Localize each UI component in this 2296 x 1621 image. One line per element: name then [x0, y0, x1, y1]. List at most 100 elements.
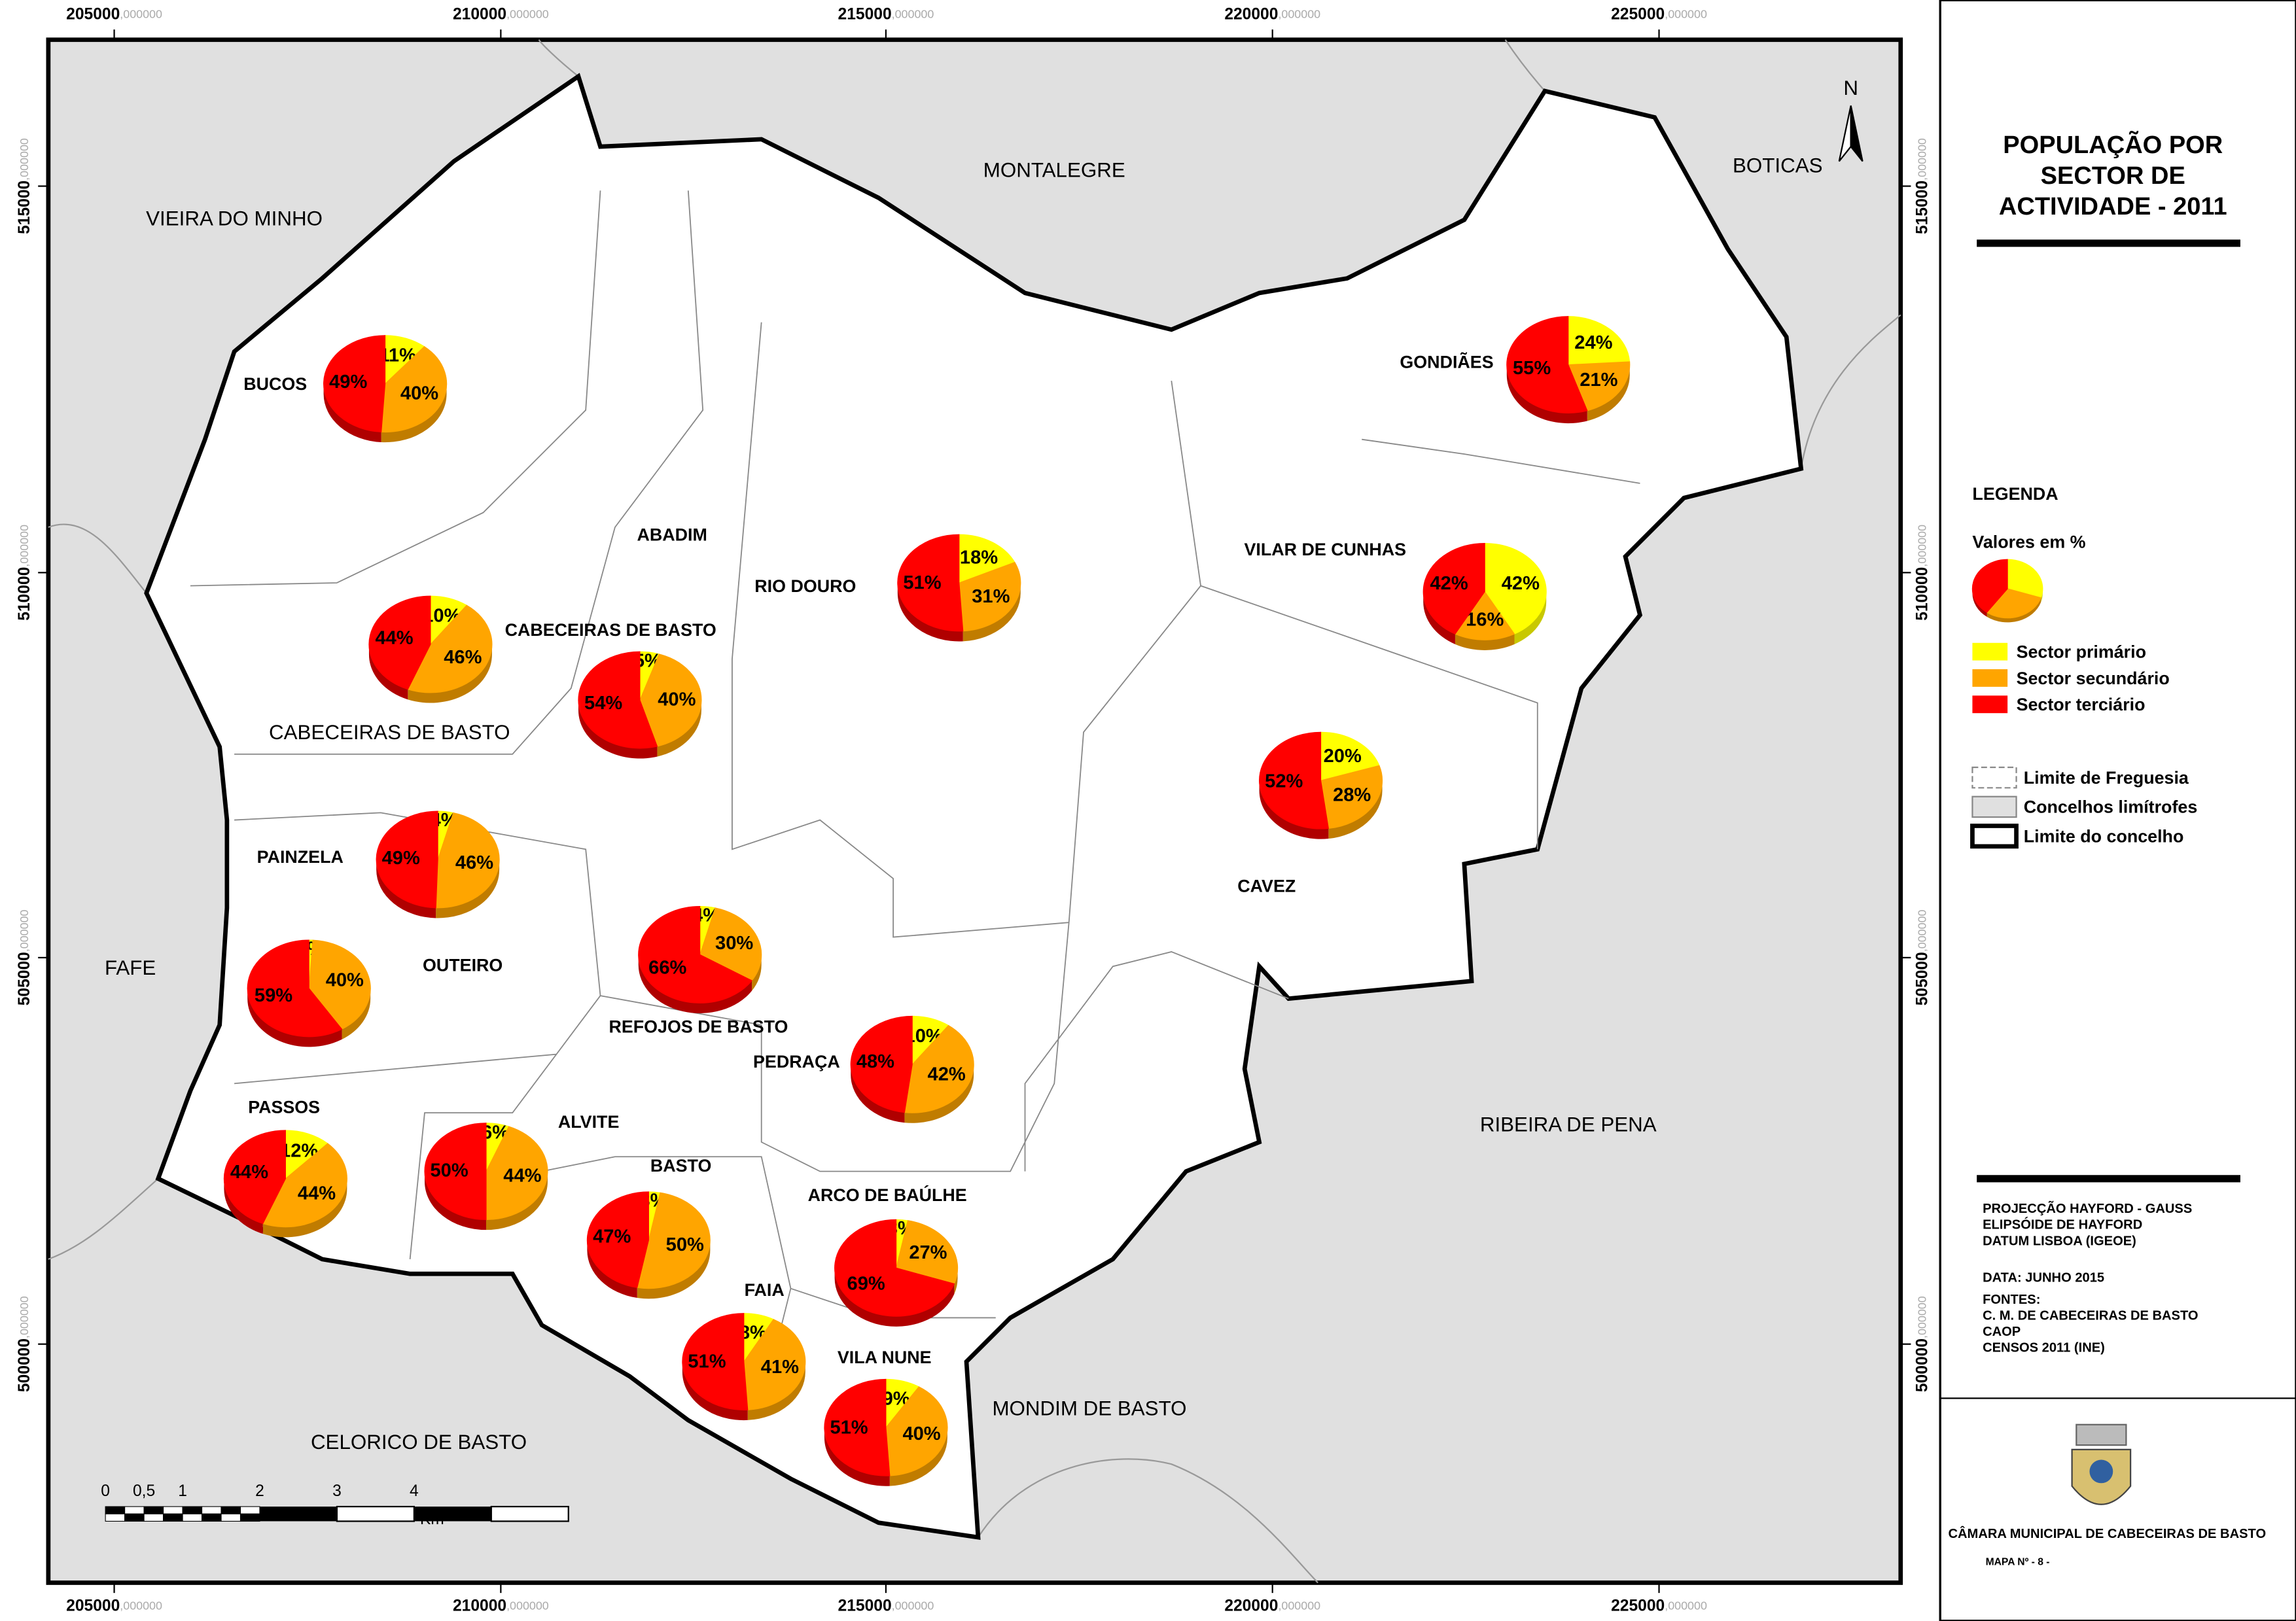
pie-value-label: 51%: [688, 1351, 726, 1372]
pie-side: [954, 1268, 958, 1295]
coord-value: 210000: [453, 1597, 506, 1614]
pie-slice: [897, 534, 964, 632]
parish-label: VILA NUNE: [838, 1348, 932, 1367]
pie-slice: [407, 604, 493, 693]
coord-suffix: ,000000: [1915, 138, 1928, 181]
pie-side: [1455, 634, 1515, 650]
coord-value: 500000: [1913, 1338, 1931, 1392]
boundary: [1024, 951, 1289, 1172]
pie-value-label: 51%: [903, 572, 941, 593]
pie-slice: [682, 1313, 749, 1410]
legend-label: Limite do concelho: [2024, 826, 2184, 846]
pie-slice: [578, 651, 658, 749]
pie-slice: [323, 335, 386, 432]
pie-slice: [285, 1130, 328, 1180]
pie-slice: [2007, 559, 2043, 599]
pie-side: [1506, 364, 1587, 424]
pie-slice: [850, 1015, 913, 1113]
pie-value-label: 40%: [326, 970, 364, 991]
pie-slice: [1320, 765, 1383, 829]
parish-label: FAIA: [745, 1280, 785, 1300]
x-coordinate: 205000,000000: [66, 1597, 162, 1614]
pie-value-label: 27%: [909, 1242, 947, 1263]
scale-segment: [124, 1506, 145, 1514]
scale-segment: [124, 1513, 145, 1522]
pie-side: [824, 1427, 890, 1486]
coord-value: 205000: [66, 1597, 120, 1614]
pie-side: [637, 1240, 711, 1299]
north-label: N: [1843, 77, 1858, 99]
pie-value-label: 28%: [1333, 785, 1371, 806]
coord-suffix: ,000000: [892, 7, 934, 20]
pie-slice: [376, 811, 438, 909]
pie-slice: [1506, 316, 1588, 413]
coord-suffix: ,000000: [1915, 1296, 1928, 1338]
pie-value-label: 30%: [715, 933, 753, 954]
legend-label: Limite de Freguesia: [2024, 768, 2189, 788]
note: CENSOS 2011 (INE): [1983, 1341, 2105, 1355]
neighbour-label: MONTALEGRE: [983, 158, 1125, 181]
north-arrow: N: [1838, 77, 1863, 162]
title: SECTOR DE: [2041, 162, 2185, 190]
parish-label: GONDIÃES: [1400, 351, 1493, 372]
scale-segment: [201, 1506, 222, 1514]
scale-segment: [239, 1513, 260, 1522]
coord-value: 225000: [1611, 5, 1665, 23]
scale-label: 0,5: [133, 1482, 155, 1500]
legend-boundary: [1971, 766, 2017, 789]
pie-value-label: 42%: [1502, 573, 1540, 594]
parish-label: PEDRAÇA: [753, 1052, 840, 1072]
legend-boundary: [1971, 795, 2017, 818]
pie-side: [963, 583, 1021, 642]
note: DATUM LISBOA (IGEOE): [1983, 1234, 2136, 1248]
coord-value: 215000: [838, 5, 892, 23]
pie-side: [247, 988, 342, 1047]
coord-suffix: ,000000: [1665, 1599, 1707, 1612]
scale-segment: [336, 1505, 415, 1522]
legend-swatch: [1972, 669, 2008, 687]
y-coordinate: 500000,000000: [1913, 1296, 1931, 1392]
pie-side: [342, 988, 371, 1039]
pie-side: [851, 1064, 905, 1123]
scale-segment: [163, 1513, 183, 1522]
pie-slice: [1484, 543, 1547, 635]
pie-slice: [699, 907, 762, 981]
pie-side: [381, 383, 447, 443]
pie-slice: [904, 1024, 974, 1113]
neighbour-label: CABECEIRAS DE BASTO: [269, 721, 510, 744]
parish-label: CAVEZ: [1237, 877, 1296, 896]
pie-slice: [1455, 591, 1515, 640]
neighbour-boundaries: [48, 39, 1901, 1584]
boundary: [48, 523, 147, 594]
parish-label: ABADIM: [637, 525, 707, 544]
pie-side: [904, 1064, 974, 1123]
pie-value-label: 16%: [1466, 609, 1504, 630]
pie-side: [1972, 588, 1987, 617]
neighbour-label: VIEIRA DO MINHO: [146, 207, 323, 230]
scale-label: 2: [255, 1482, 264, 1500]
pie-value-label: 48%: [857, 1051, 894, 1072]
boundary: [48, 1177, 159, 1260]
pie-value-label: 40%: [400, 383, 438, 404]
y-coordinate: 515000,000000: [16, 138, 33, 234]
pie-side: [889, 1427, 947, 1486]
y-coordinate: 505000,000000: [1913, 909, 1931, 1005]
pie-side: [323, 383, 381, 443]
scale-segment: [143, 1513, 164, 1522]
y-coordinate: 505000,000000: [16, 909, 33, 1005]
coord-value: 505000: [16, 952, 33, 1005]
parish-label: ALVITE: [558, 1112, 619, 1132]
boundary: [1504, 39, 1545, 92]
pie-slice: [486, 1126, 548, 1221]
legend-swatch: [1972, 695, 2008, 714]
coord-value: 205000: [66, 5, 120, 23]
coord-value: 515000: [16, 181, 33, 234]
parish-label: CABECEIRAS DE BASTO: [505, 620, 716, 640]
neighbour-label: BOTICAS: [1733, 154, 1823, 177]
boundary: [190, 190, 601, 587]
pie-value-label: 44%: [298, 1183, 336, 1204]
boundary: [1200, 585, 1538, 850]
neighbour-label: CELORICO DE BASTO: [311, 1431, 527, 1454]
boundary: [1362, 438, 1640, 484]
